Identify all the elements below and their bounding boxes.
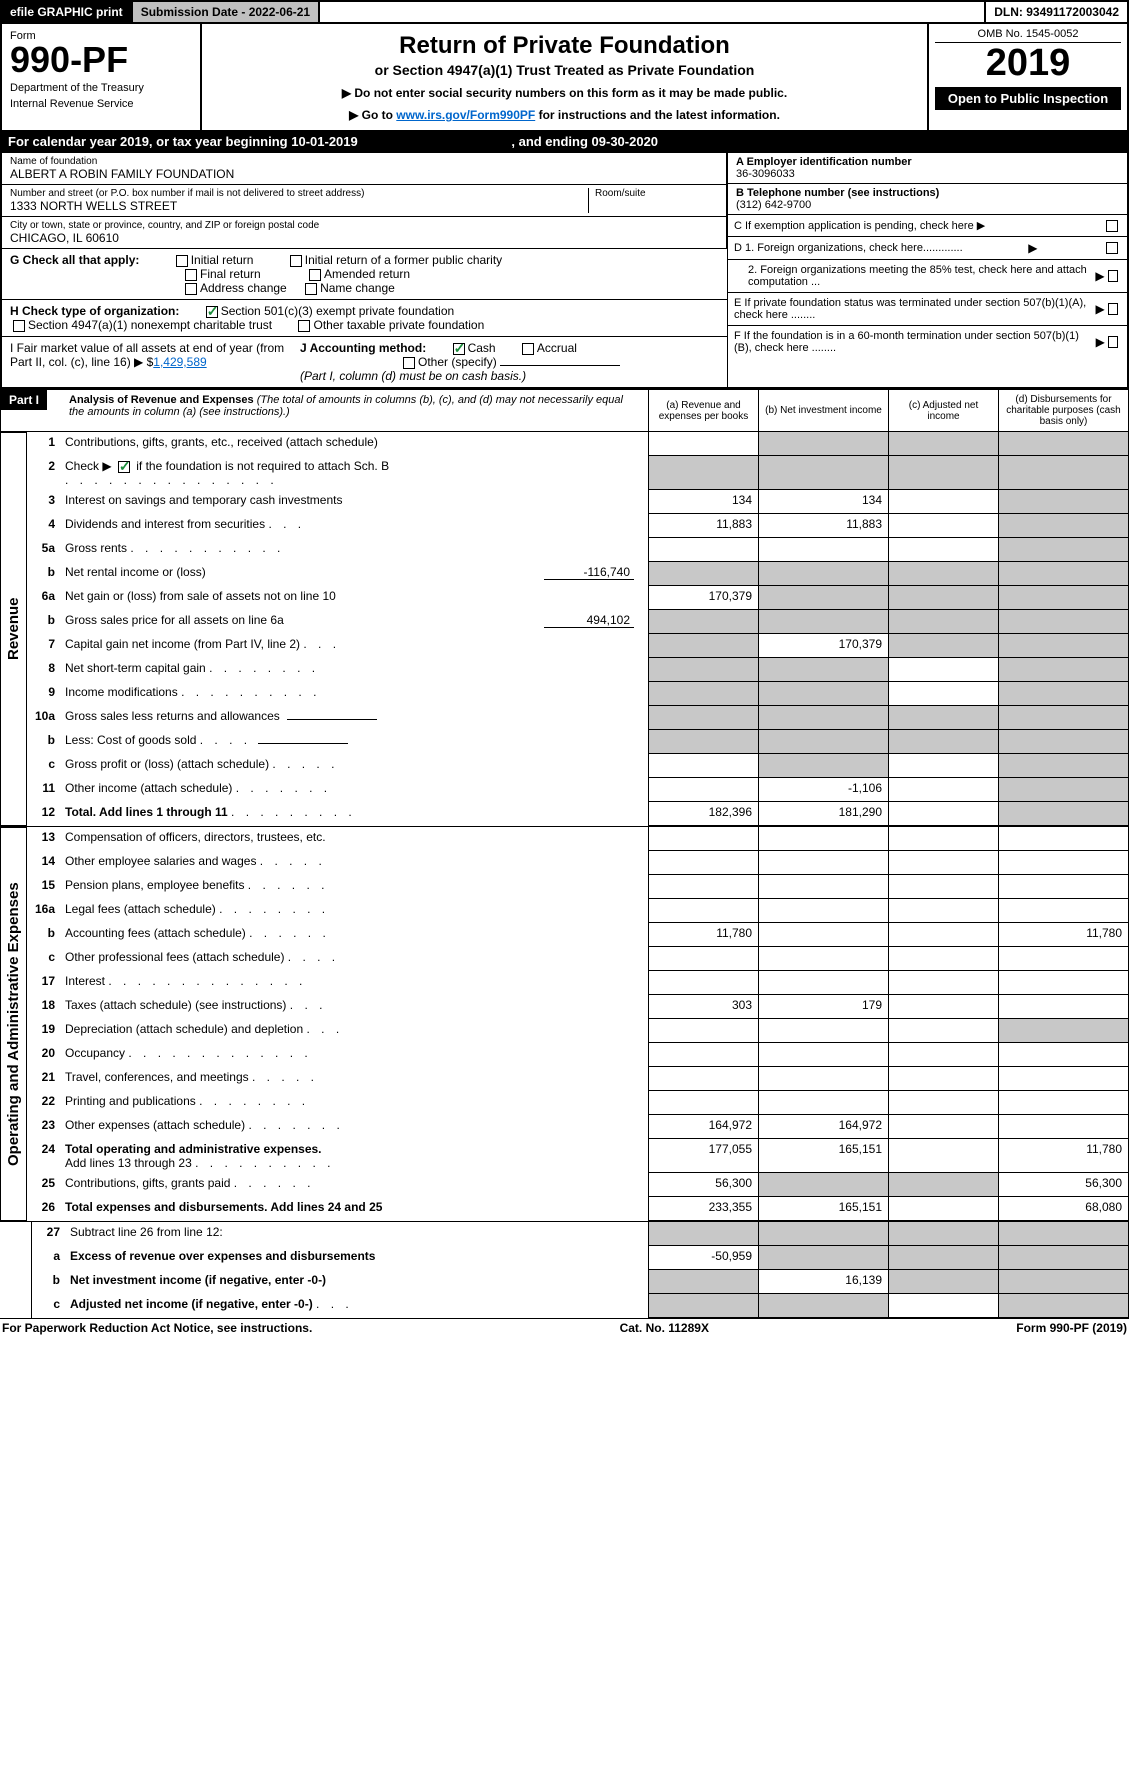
section-d2: 2. Foreign organizations meeting the 85%…	[728, 260, 1127, 293]
city-cell: City or town, state or province, country…	[2, 217, 726, 249]
part1-label: Part I	[1, 390, 47, 410]
expenses-section: Operating and Administrative Expenses 13…	[0, 826, 1129, 1221]
g-final-checkbox[interactable]	[185, 269, 197, 281]
omb-number: OMB No. 1545-0052	[935, 28, 1121, 43]
footer-right: Form 990-PF (2019)	[1016, 1321, 1127, 1335]
j-other-checkbox[interactable]	[403, 357, 415, 369]
submission-date: Submission Date - 2022-06-21	[133, 2, 320, 22]
instructions-link[interactable]: www.irs.gov/Form990PF	[396, 108, 535, 122]
part1-header-row: Part I Analysis of Revenue and Expenses …	[0, 389, 1129, 432]
line-27-section: 27Subtract line 26 from line 12: aExcess…	[0, 1221, 1129, 1318]
title-note1: ▶ Do not enter social security numbers o…	[212, 86, 917, 100]
info-section: Name of foundation ALBERT A ROBIN FAMILY…	[0, 153, 1129, 389]
g-name-checkbox[interactable]	[305, 283, 317, 295]
section-h: H Check type of organization: Section 50…	[2, 300, 727, 337]
d2-checkbox[interactable]	[1108, 270, 1118, 282]
section-c: C If exemption application is pending, c…	[728, 215, 1127, 237]
room-label: Room/suite	[595, 188, 718, 199]
col-b-header: (b) Net investment income	[758, 390, 888, 431]
footer: For Paperwork Reduction Act Notice, see …	[0, 1318, 1129, 1337]
g-initial-checkbox[interactable]	[176, 255, 188, 267]
expenses-side-label: Operating and Administrative Expenses	[0, 827, 27, 1221]
header-left: Form 990-PF Department of the Treasury I…	[2, 24, 202, 130]
footer-mid: Cat. No. 11289X	[620, 1321, 709, 1335]
j-accrual-checkbox[interactable]	[522, 343, 534, 355]
g-initial-former-checkbox[interactable]	[290, 255, 302, 267]
footer-left: For Paperwork Reduction Act Notice, see …	[2, 1321, 312, 1335]
h-4947-checkbox[interactable]	[13, 320, 25, 332]
j-cash-checkbox[interactable]	[453, 343, 465, 355]
g-address-checkbox[interactable]	[185, 283, 197, 295]
part1-desc: Analysis of Revenue and Expenses (The to…	[61, 390, 648, 431]
section-d1: D 1. Foreign organizations, check here..…	[728, 237, 1127, 260]
l2-checkbox[interactable]	[118, 461, 130, 473]
title-main: Return of Private Foundation	[212, 32, 917, 60]
ein-cell: A Employer identification number 36-3096…	[728, 153, 1127, 184]
col-c-header: (c) Adjusted net income	[888, 390, 998, 431]
title-sub: or Section 4947(a)(1) Trust Treated as P…	[212, 62, 917, 78]
street-cell: Number and street (or P.O. box number if…	[2, 185, 726, 217]
col-d-header: (d) Disbursements for charitable purpose…	[998, 390, 1128, 431]
revenue-section: Revenue 1Contributions, gifts, grants, e…	[0, 432, 1129, 826]
section-g: G Check all that apply: Initial return I…	[2, 249, 727, 300]
dln-label: DLN: 93491172003042	[984, 2, 1127, 22]
g-amended-checkbox[interactable]	[309, 269, 321, 281]
revenue-side-label: Revenue	[0, 432, 27, 826]
h-501-checkbox[interactable]	[206, 306, 218, 318]
h-other-checkbox[interactable]	[298, 320, 310, 332]
tax-year: 2019	[935, 43, 1121, 85]
title-note2: ▶ Go to www.irs.gov/Form990PF for instru…	[212, 108, 917, 122]
form-header: Form 990-PF Department of the Treasury I…	[0, 24, 1129, 130]
form-number: 990-PF	[10, 42, 192, 78]
name-cell: Name of foundation ALBERT A ROBIN FAMILY…	[2, 153, 726, 185]
open-public: Open to Public Inspection	[935, 87, 1121, 110]
col-a-header: (a) Revenue and expenses per books	[648, 390, 758, 431]
e-checkbox[interactable]	[1108, 303, 1118, 315]
c-checkbox[interactable]	[1106, 220, 1118, 232]
dept-treasury: Department of the Treasury	[10, 82, 192, 94]
efile-label[interactable]: efile GRAPHIC print	[2, 2, 133, 22]
header-center: Return of Private Foundation or Section …	[202, 24, 927, 130]
dept-irs: Internal Revenue Service	[10, 98, 192, 110]
section-f: F If the foundation is in a 60-month ter…	[728, 326, 1127, 358]
section-e: E If private foundation status was termi…	[728, 293, 1127, 326]
header-right: OMB No. 1545-0052 2019 Open to Public In…	[927, 24, 1127, 130]
fmv-link[interactable]: 1,429,589	[153, 355, 206, 369]
phone-cell: B Telephone number (see instructions) (3…	[728, 184, 1127, 215]
topbar: efile GRAPHIC print Submission Date - 20…	[0, 0, 1129, 24]
d1-checkbox[interactable]	[1106, 242, 1118, 254]
section-i-j: I Fair market value of all assets at end…	[2, 337, 727, 387]
f-checkbox[interactable]	[1108, 336, 1118, 348]
calendar-year-bar: For calendar year 2019, or tax year begi…	[0, 130, 1129, 153]
